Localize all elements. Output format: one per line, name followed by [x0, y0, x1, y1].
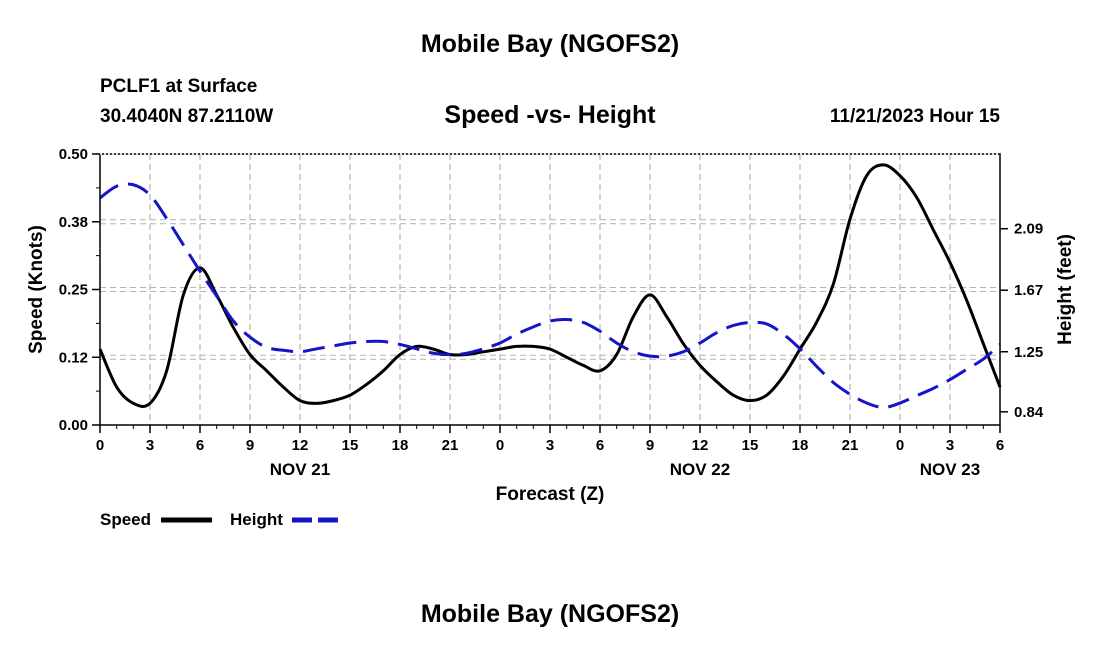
- legend-speed-label: Speed: [100, 510, 151, 529]
- height-series-line: [99, 182, 1001, 409]
- x-tick-label: 0: [96, 437, 104, 454]
- x-tick-label: 3: [946, 437, 954, 454]
- x-tick-label: 0: [496, 437, 504, 454]
- x-tick-label: 6: [196, 437, 204, 454]
- x-tick-label: 9: [646, 437, 654, 454]
- x-date-label: NOV 23: [920, 460, 980, 479]
- station-coordinates: 30.4040N 87.2110W: [100, 106, 274, 127]
- forecast-timestamp: 11/21/2023 Hour 15: [829, 106, 1000, 127]
- x-axis-label: Forecast (Z): [496, 484, 605, 505]
- x-date-label: NOV 22: [670, 460, 730, 479]
- x-tick-label: 3: [146, 437, 154, 454]
- y-axis-label-height: Height (feet): [1055, 234, 1076, 345]
- x-tick-label: 15: [342, 437, 359, 454]
- y2-tick-label: 0.84: [1014, 404, 1044, 421]
- footer-title: Mobile Bay (NGOFS2): [420, 600, 680, 628]
- y2-tick-label: 1.25: [1014, 344, 1043, 361]
- station-label: PCLF1 at Surface: [100, 76, 258, 97]
- x-tick-label: 9: [246, 437, 254, 454]
- y-tick-label: 0.50: [59, 146, 88, 163]
- y2-tick-label: 2.09: [1014, 221, 1043, 238]
- y-tick-label: 0.25: [59, 282, 88, 299]
- x-tick-label: 18: [392, 437, 409, 454]
- x-tick-label: 18: [792, 437, 809, 454]
- page-title: Mobile Bay (NGOFS2): [420, 30, 680, 58]
- y-axis-label-speed: Speed (Knots): [26, 225, 47, 354]
- legend: Speed Height: [100, 510, 343, 529]
- x-tick-label: 12: [692, 437, 709, 454]
- axes: 0 3 6 9 12 15 18 21 0 3 6 9 12 15 18 21 0 3 6 NOV 21 NOV 22 N…: [59, 146, 1044, 479]
- x-date-label: NOV 21: [270, 460, 330, 479]
- chart-title: Speed -vs- Height: [444, 101, 656, 129]
- legend-height-label: Height: [230, 510, 283, 529]
- speed-series-line: [98, 163, 1002, 408]
- x-tick-label: 6: [996, 437, 1004, 454]
- y-tick-label: 0.38: [59, 214, 88, 231]
- x-tick-label: 6: [596, 437, 604, 454]
- series-layer: [98, 163, 1002, 409]
- x-tick-label: 3: [546, 437, 554, 454]
- x-tick-label: 15: [742, 437, 759, 454]
- x-tick-label: 21: [842, 437, 859, 454]
- y-tick-label: 0.00: [59, 417, 88, 434]
- y-tick-label: 0.12: [59, 349, 88, 366]
- y2-tick-label: 1.67: [1014, 282, 1043, 299]
- x-tick-label: 21: [442, 437, 459, 454]
- grid: [100, 154, 1000, 425]
- x-tick-label: 12: [292, 437, 309, 454]
- x-tick-label: 0: [896, 437, 904, 454]
